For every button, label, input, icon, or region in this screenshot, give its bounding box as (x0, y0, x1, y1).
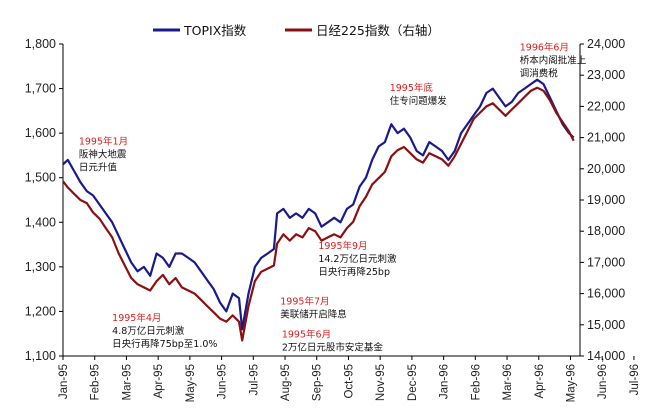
x-tick-label: Apr-96 (534, 364, 546, 399)
y-left-tick-label: 1,600 (25, 126, 56, 140)
x-tick-label: Jun-96 (597, 364, 609, 399)
x-tick-label: Jan-96 (439, 364, 451, 399)
y-left-tick-label: 1,700 (25, 82, 56, 96)
y-right-tick-label: 20,000 (587, 162, 625, 176)
annotation-5-line-2: 14.2万亿日元刺激 (318, 253, 397, 265)
annotation-7-line-2: 桥本内阁批准上 (520, 55, 587, 67)
y-left-tick-label: 1,100 (25, 349, 56, 363)
annotation-6-line-1: 1995年底 (390, 82, 434, 94)
y-right-tick-label: 18,000 (587, 224, 625, 238)
y-left-tick-label: 1,200 (25, 304, 56, 318)
y-right-tick-label: 14,000 (587, 349, 625, 363)
y-right-tick-label: 17,000 (587, 255, 625, 269)
annotation-5-line-1: 1995年9月 (318, 240, 367, 252)
x-tick-label: Jun-95 (217, 364, 229, 399)
x-tick-label: Dec-95 (407, 364, 419, 401)
x-tick-label: Jul-96 (629, 364, 641, 395)
y-right-tick-label: 23,000 (587, 68, 625, 82)
annotation-7-line-3: 调消费税 (520, 68, 559, 80)
annotation-1-line-3: 日元升值 (79, 161, 118, 173)
x-tick-label: Aug-95 (280, 364, 292, 401)
legend-label-nikkei: 日经225指数（右轴） (316, 23, 440, 38)
y-left-tick-label: 1,300 (25, 260, 56, 274)
x-tick-label: Sep-95 (312, 364, 324, 401)
annotation-3-line-2: 美联储开启降息 (280, 309, 347, 321)
y-right-tick-label: 15,000 (587, 318, 625, 332)
legend-label-topix: TOPIX指数 (183, 23, 247, 38)
x-tick-label: Jul-95 (248, 364, 260, 395)
y-right-tick-label: 16,000 (587, 287, 625, 301)
x-tick-label: May-95 (185, 364, 197, 402)
x-tick-label: Feb-95 (90, 364, 102, 400)
x-tick-label: Feb-96 (470, 364, 482, 400)
annotation-7-line-1: 1996年6月 (520, 42, 569, 54)
nikkei-series-line (62, 86, 575, 342)
annotation-1-line-2: 阪神大地震 (79, 148, 127, 160)
y-left-tick-label: 1,400 (25, 215, 56, 229)
y-right-tick-label: 22,000 (587, 99, 625, 113)
annotation-2-line-2: 4.8万亿日元刺激 (112, 325, 185, 337)
x-tick-label: Jan-95 (58, 364, 70, 399)
x-tick-label: Mar-95 (121, 364, 133, 400)
x-tick-label: Mar-96 (502, 364, 514, 400)
y-left-tick-label: 1,800 (25, 37, 56, 51)
y-right-tick-label: 24,000 (587, 37, 625, 51)
annotation-4-line-1: 1995年6月 (282, 328, 331, 340)
annotation-3-line-1: 1995年7月 (280, 296, 329, 308)
y-right-tick-label: 19,000 (587, 193, 625, 207)
annotation-4-line-2: 2万亿日元股市安定基金 (282, 341, 384, 353)
annotation-2-line-1: 1995年4月 (112, 312, 161, 324)
x-tick-label: Nov-95 (375, 364, 387, 401)
annotation-2-line-3: 日央行再降75bp至1.0% (112, 338, 217, 350)
x-tick-label: Oct-95 (343, 364, 355, 399)
annotation-5-line-3: 日央行再降25bp (318, 266, 390, 278)
y-right-tick-label: 21,000 (587, 131, 625, 145)
topix-series-line (62, 78, 575, 331)
x-tick-label: Apr-95 (153, 364, 165, 399)
annotation-6-line-2: 住专问题爆发 (390, 95, 448, 107)
y-left-tick-label: 1,500 (25, 171, 56, 185)
annotation-1-line-1: 1995年1月 (79, 135, 128, 147)
x-tick-label: May-96 (565, 364, 577, 402)
